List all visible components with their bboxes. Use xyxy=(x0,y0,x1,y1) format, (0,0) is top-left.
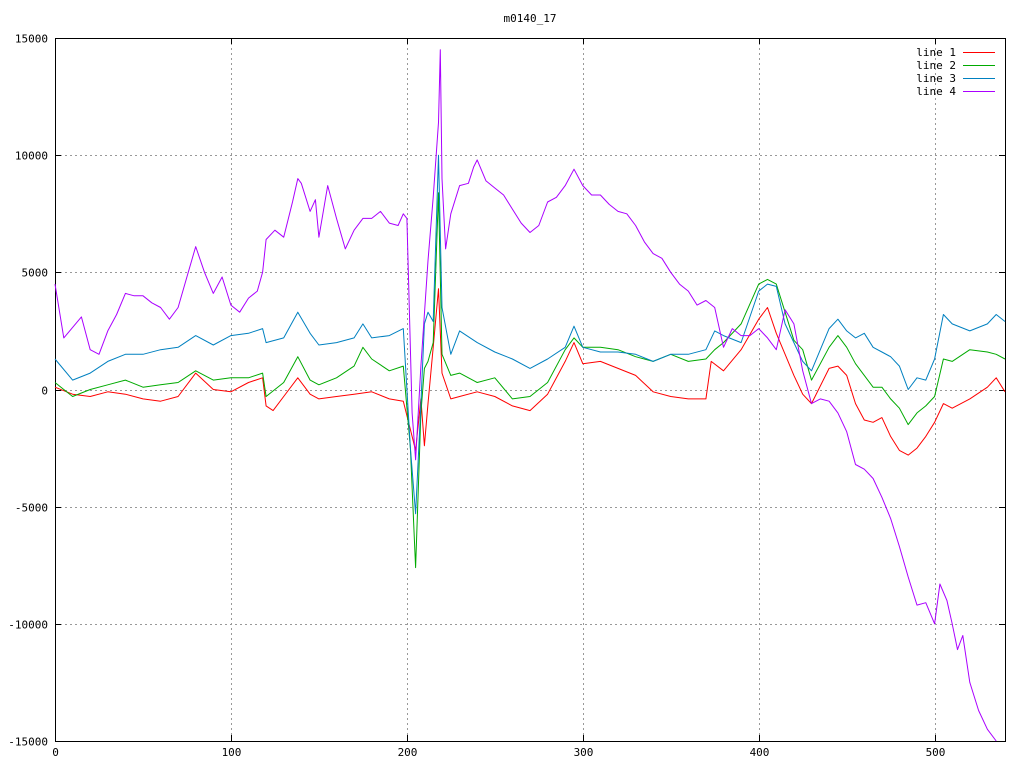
x-tick-label: 100 xyxy=(222,746,242,759)
x-tick-label: 0 xyxy=(52,746,59,759)
legend-label: line 1 xyxy=(916,46,956,59)
x-tick-label: 200 xyxy=(398,746,418,759)
x-tick-label: 500 xyxy=(926,746,946,759)
x-tick-label: 400 xyxy=(750,746,770,759)
y-tick-label: 10000 xyxy=(15,150,48,163)
series-lines xyxy=(54,49,1006,742)
grid-lines xyxy=(55,38,1005,741)
y-tick-label: 15000 xyxy=(15,33,48,46)
y-tick-label: -5000 xyxy=(15,502,48,515)
legend-label: line 2 xyxy=(916,59,956,72)
series-line-4 xyxy=(54,49,997,742)
legend-label: line 4 xyxy=(916,85,956,98)
series-line-2 xyxy=(54,192,1006,569)
x-tick-label: 300 xyxy=(574,746,594,759)
y-tick-label: 5000 xyxy=(22,267,49,280)
legend-label: line 3 xyxy=(916,72,956,85)
y-tick-label: 0 xyxy=(41,385,48,398)
x-axis-ticks: 0 100 200 300 400 500 xyxy=(52,38,945,759)
series-line-1 xyxy=(54,288,1006,456)
y-axis-ticks: -15000 -10000 -5000 0 5000 10000 15000 xyxy=(8,33,1005,749)
y-tick-label: -15000 xyxy=(8,736,48,749)
y-tick-label: -10000 xyxy=(8,619,48,632)
series-line-3 xyxy=(54,154,1006,515)
chart-title: m0140_17 xyxy=(504,12,557,25)
